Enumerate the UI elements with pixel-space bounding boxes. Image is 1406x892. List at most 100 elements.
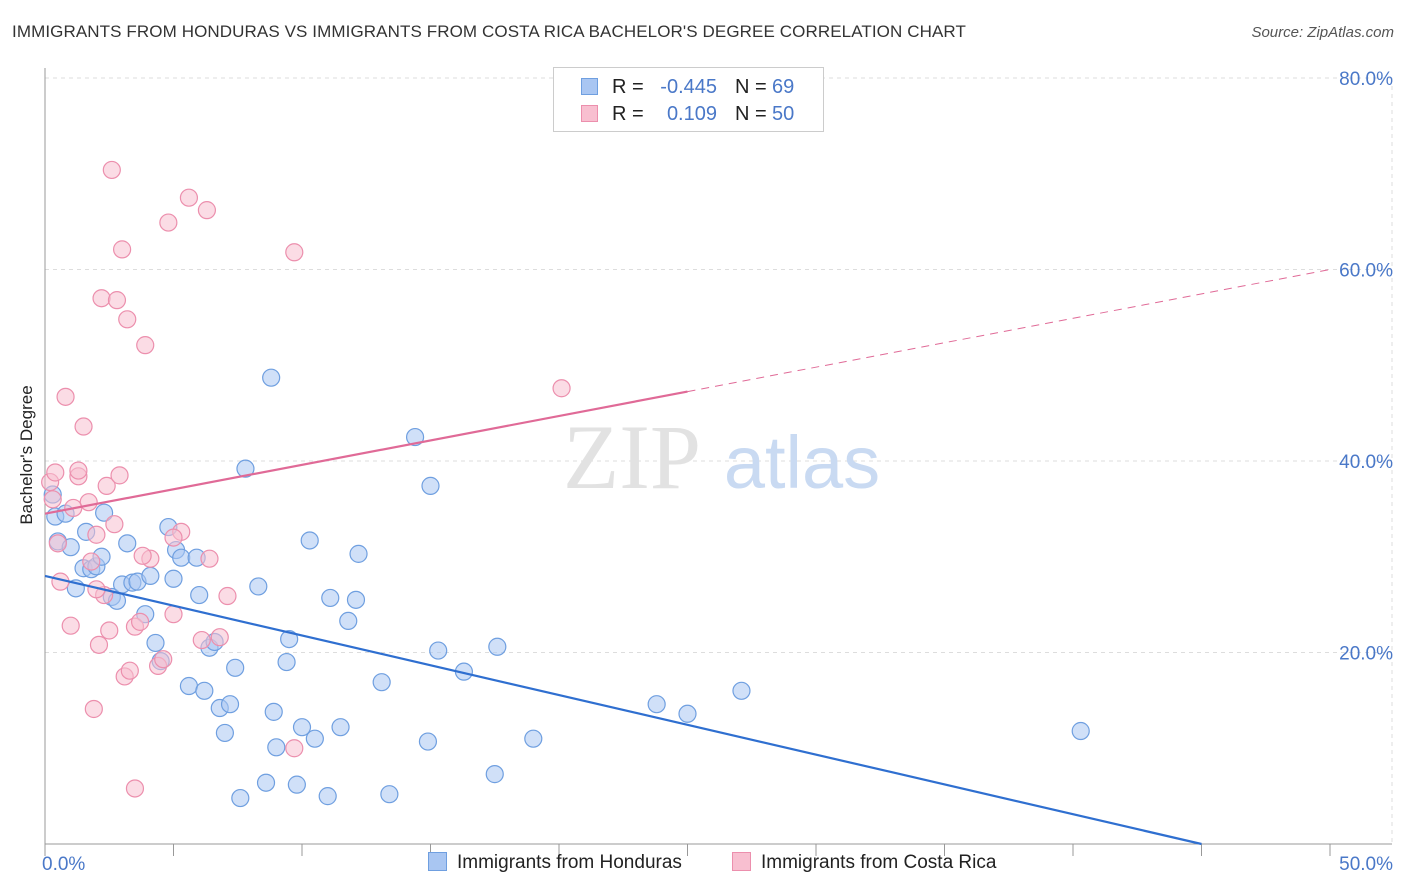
data-point	[46, 463, 65, 482]
data-point	[300, 531, 319, 550]
data-point	[97, 476, 116, 495]
legend-swatch-costa-rica	[732, 852, 751, 871]
data-point	[524, 729, 543, 748]
data-point	[164, 528, 183, 547]
n-label: N =	[735, 103, 767, 125]
data-point	[488, 637, 507, 656]
data-point	[197, 201, 217, 220]
trend-line-costa-rica-dashed	[687, 269, 1331, 393]
data-points	[41, 160, 1090, 808]
data-point	[179, 676, 199, 696]
data-point	[277, 652, 296, 672]
data-point	[339, 611, 358, 631]
data-point	[421, 476, 440, 495]
x-tick-label-min: 0.0%	[42, 854, 85, 875]
data-point	[89, 635, 109, 654]
stats-row-costa-rica: R = 0.109 N = 50	[554, 100, 823, 128]
chart-legend: Immigrants from Honduras Immigrants from…	[0, 852, 1406, 878]
data-point	[287, 775, 306, 794]
r-value: 0.109	[666, 103, 717, 125]
data-point	[136, 336, 155, 355]
data-point	[380, 785, 399, 804]
source-credit: Source: ZipAtlas.com	[1251, 24, 1394, 41]
data-point	[141, 566, 160, 586]
data-point	[56, 387, 75, 406]
data-point	[346, 590, 366, 609]
data-point	[418, 732, 438, 751]
data-point	[87, 525, 106, 544]
data-point	[267, 738, 286, 757]
data-point	[292, 718, 312, 737]
data-point	[732, 681, 751, 700]
stats-row-honduras: R = -0.445 N = 69	[554, 73, 823, 101]
data-point	[120, 661, 139, 680]
data-point	[164, 605, 183, 624]
y-tick-label: 40.0%	[1339, 452, 1393, 473]
data-point	[159, 213, 178, 232]
y-tick-label: 60.0%	[1339, 261, 1393, 282]
data-point	[146, 633, 165, 653]
data-point	[262, 368, 281, 387]
data-point	[79, 493, 98, 512]
stats-swatch-honduras	[581, 78, 598, 95]
data-point	[164, 569, 183, 588]
data-point	[218, 586, 237, 606]
r-label: R =	[612, 103, 644, 125]
data-point	[179, 188, 199, 207]
trend-line-honduras	[44, 574, 1202, 846]
data-point	[405, 427, 425, 447]
data-point	[92, 289, 111, 308]
data-point	[485, 765, 504, 784]
y-axis-label: Bachelor's Degree	[17, 385, 36, 525]
legend-item-honduras[interactable]: Immigrants from Honduras	[428, 852, 682, 874]
data-point	[95, 503, 114, 522]
data-point	[100, 621, 119, 640]
data-point	[231, 788, 250, 808]
stats-swatch-costa-rica	[581, 105, 598, 122]
data-point	[61, 616, 80, 635]
data-point	[552, 379, 571, 398]
data-point	[285, 243, 304, 262]
x-tick-label-max: 50.0%	[1339, 854, 1393, 875]
data-point	[110, 466, 129, 485]
chart-title: IMMIGRANTS FROM HONDURAS VS IMMIGRANTS F…	[12, 22, 966, 41]
data-point	[190, 585, 209, 605]
trend-line-costa-rica-solid	[44, 390, 688, 515]
data-point	[305, 729, 324, 748]
data-point	[112, 240, 132, 259]
n-label: N =	[735, 76, 767, 98]
data-point	[318, 787, 337, 806]
data-point	[130, 612, 150, 631]
data-point	[647, 695, 666, 714]
legend-item-costa-rica[interactable]: Immigrants from Costa Rica	[732, 852, 996, 874]
legend-swatch-honduras	[428, 852, 447, 871]
correlation-stats-box: R = -0.445 N = 69 R = 0.109 N = 50	[553, 67, 824, 132]
data-point	[74, 417, 93, 436]
data-point	[200, 549, 219, 568]
data-point	[429, 641, 448, 660]
data-point	[1071, 721, 1090, 741]
data-point	[215, 723, 234, 743]
y-tick-label: 20.0%	[1339, 644, 1393, 665]
series-costa-rica	[41, 160, 571, 798]
data-point	[256, 773, 276, 792]
r-value: -0.445	[660, 76, 717, 98]
data-point	[226, 658, 245, 677]
data-point	[125, 779, 145, 798]
data-point	[210, 628, 229, 647]
data-point	[264, 702, 283, 721]
watermark-atlas: atlas	[724, 421, 880, 504]
data-point	[249, 577, 268, 596]
data-point	[349, 544, 368, 563]
watermark-zip: ZIP	[563, 406, 701, 508]
data-point	[220, 695, 240, 714]
data-point	[105, 515, 124, 534]
data-point	[82, 552, 101, 571]
data-point	[280, 629, 299, 649]
legend-label-costa-rica: Immigrants from Costa Rica	[761, 852, 997, 873]
legend-label-honduras: Immigrants from Honduras	[457, 852, 682, 873]
data-point	[102, 160, 121, 180]
data-point	[678, 704, 697, 723]
data-point	[107, 291, 127, 310]
